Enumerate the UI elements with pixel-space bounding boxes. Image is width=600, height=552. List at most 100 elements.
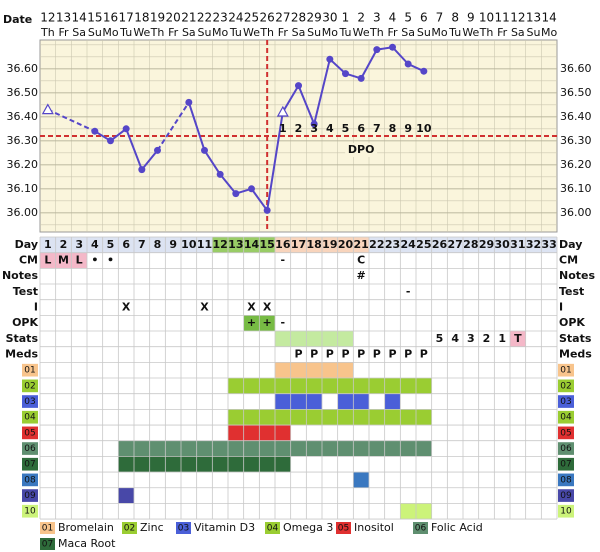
- cell-text: 2: [483, 332, 491, 345]
- day-highlight: [353, 237, 369, 253]
- weekday: Th: [259, 26, 274, 39]
- temp-segment: [187, 102, 206, 151]
- cell-text: 4: [451, 332, 459, 345]
- supplement-cell: [212, 440, 228, 457]
- cell-text: L: [44, 254, 51, 267]
- y-tick-label: 36.20: [7, 158, 39, 171]
- row-label: 04: [24, 413, 36, 423]
- day-number: 16: [275, 238, 291, 251]
- date: 24: [228, 11, 243, 25]
- day-highlight: [275, 237, 291, 253]
- code-box: [558, 473, 574, 487]
- weekday: We: [462, 26, 479, 39]
- supplement-cell: [259, 456, 275, 473]
- weekday: Th: [479, 26, 494, 39]
- row-label: CM: [19, 254, 38, 267]
- day-number: 14: [244, 238, 260, 251]
- temp-point: [357, 74, 365, 82]
- supplement-cell: [306, 378, 322, 394]
- weekday: Fr: [278, 26, 289, 39]
- date: 13: [526, 11, 541, 25]
- weekday: Su: [198, 26, 212, 39]
- day-number: 30: [495, 238, 511, 251]
- temp-point: [154, 146, 161, 154]
- supplement-cell: [400, 409, 416, 426]
- supplement-cell: [322, 409, 338, 426]
- legend-code-box: [413, 522, 428, 534]
- y-tick-label: 36.10: [7, 182, 39, 195]
- row-label: 06: [24, 444, 36, 454]
- cell-fill: [337, 331, 354, 347]
- weekday: Su: [527, 26, 541, 39]
- day-number: 4: [91, 238, 99, 251]
- date: 30: [322, 11, 337, 25]
- supplement-cell: [228, 425, 244, 441]
- code-box: [558, 489, 574, 502]
- supplement-cell: [306, 440, 322, 457]
- row-label-right: 03: [560, 397, 571, 407]
- cell-text: C: [357, 254, 365, 267]
- weekday: Fr: [168, 26, 179, 39]
- dpo-number: 6: [357, 122, 365, 135]
- temp-segment: [125, 128, 143, 170]
- dpo-number: 10: [416, 122, 432, 135]
- date: 29: [307, 11, 322, 25]
- cell-fill: [306, 331, 322, 347]
- row-label-right: Day: [559, 238, 582, 251]
- cell-fill: [55, 252, 72, 269]
- weekday: Su: [307, 26, 321, 39]
- row-label-right: 01: [560, 366, 571, 376]
- day-highlight: [337, 237, 354, 253]
- supplement-cell: [196, 440, 213, 457]
- date: 14: [542, 11, 557, 25]
- row-label: 05: [24, 428, 35, 438]
- y-tick-label-right: 36.10: [560, 182, 592, 195]
- row-label: Day: [15, 238, 38, 251]
- supplement-cell: [353, 440, 369, 457]
- row-label-right: 09: [560, 491, 572, 501]
- supplement-cell: [322, 378, 338, 394]
- cell-text: P: [326, 348, 334, 361]
- supplement-cell: [337, 409, 354, 426]
- code-box: [22, 442, 38, 455]
- supplement-cell: [337, 440, 354, 457]
- dpo-label: DPO: [348, 143, 375, 156]
- date: 3: [373, 11, 381, 25]
- supplement-cell: [400, 503, 416, 520]
- date: 21: [181, 11, 196, 25]
- temp-point: [263, 206, 271, 214]
- legend-name: Folic Acid: [431, 521, 483, 534]
- legend-code: 01: [42, 524, 53, 534]
- row-label-right: I: [559, 301, 563, 314]
- cell-text: -: [281, 316, 286, 329]
- code-box: [22, 410, 38, 424]
- weekday: Sa: [511, 26, 525, 39]
- weekday: Th: [369, 26, 384, 39]
- day-highlight: [243, 237, 260, 253]
- legend-code: 04: [267, 524, 279, 534]
- day-highlight: [322, 237, 338, 253]
- cell-text: P: [420, 348, 428, 361]
- weekday: Mo: [212, 26, 228, 39]
- date: 17: [119, 11, 134, 25]
- day-number: 15: [260, 238, 275, 251]
- supplement-cell: [384, 378, 401, 394]
- temp-point: [138, 166, 146, 174]
- supplement-cell: [165, 440, 181, 457]
- row-label-right: 06: [560, 444, 572, 454]
- date: 27: [275, 11, 290, 25]
- supplement-cell: [369, 409, 385, 426]
- code-box: [558, 457, 574, 471]
- supplement-cell: [243, 440, 260, 457]
- cell-text: 3: [467, 332, 475, 345]
- day-number: 10: [181, 238, 197, 251]
- weekday: We: [133, 26, 150, 39]
- row-label: 07: [24, 460, 35, 470]
- temp-point: [91, 127, 99, 135]
- temp-segment: [313, 58, 331, 125]
- date: 15: [87, 11, 102, 25]
- day-number: 29: [479, 238, 494, 251]
- weekday: Tu: [338, 26, 351, 39]
- day-number: 24: [401, 238, 417, 251]
- date: 28: [291, 11, 306, 25]
